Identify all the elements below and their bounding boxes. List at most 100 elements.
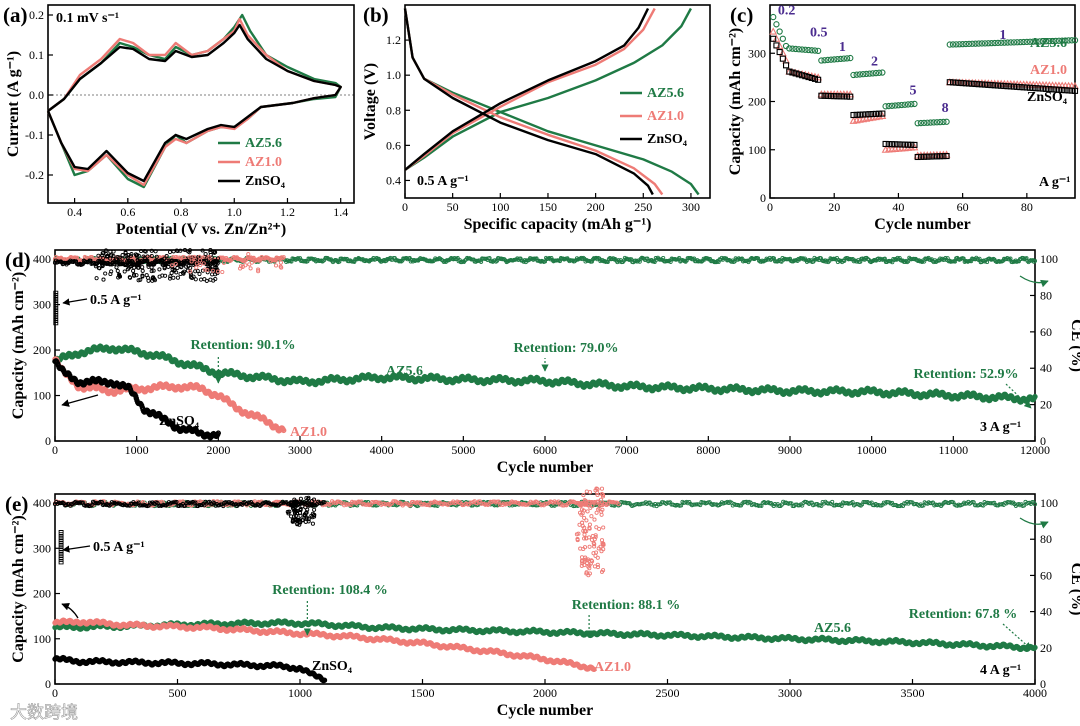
rate-point [1017, 38, 1024, 46]
x-tick-label: 9000 [778, 443, 802, 457]
current-density-label: 3 A g⁻¹ [980, 420, 1021, 435]
rate-point [1071, 37, 1079, 44]
activation-arrow [62, 545, 91, 553]
rate-label: 5 [909, 83, 916, 98]
retention-marker [1005, 383, 1032, 409]
rate-point [895, 141, 902, 148]
rate-point [978, 81, 985, 88]
retention-label: Retention: 52.9% [914, 367, 1019, 382]
capacity-axis-arrow [61, 602, 79, 619]
rate-point [776, 48, 783, 56]
y2-axis-label: CE (%) [1068, 563, 1080, 616]
rate-point [940, 118, 947, 126]
rate-point [775, 41, 784, 50]
rate-point [1039, 38, 1047, 45]
rate-point [795, 71, 802, 78]
gcd-curve [404, 7, 650, 171]
y-tick-label: 0 [760, 191, 766, 205]
y-tick-label: -0.2 [25, 168, 44, 182]
retention-label: Retention: 67.8 % [909, 607, 1018, 622]
rate-point [818, 57, 825, 64]
rate-point [969, 40, 976, 47]
x-tick-label: 40 [892, 200, 904, 214]
x-axis-label: Cycle number [874, 216, 970, 233]
gcd-curve [403, 8, 700, 196]
gcd-curve [404, 7, 656, 171]
rate-point [866, 111, 873, 118]
rate-point [966, 80, 973, 87]
rate-point [898, 101, 905, 109]
rate-point [908, 101, 915, 108]
x-tick-label: 50 [447, 200, 459, 214]
ce-noise-points [285, 495, 317, 527]
rate-point [856, 111, 863, 118]
rate-point [831, 56, 838, 63]
y2-tick-label: 100 [1040, 496, 1058, 510]
x-axis-label: Specific capacity (mAh g⁻¹) [464, 216, 652, 233]
rate-point [769, 27, 778, 35]
rate-point [946, 41, 953, 48]
rate-point [895, 102, 902, 109]
rate-point [1010, 39, 1018, 46]
rate-point [876, 69, 883, 76]
rate-point [1065, 37, 1072, 44]
x-tick-label: 10000 [857, 443, 887, 457]
legend-entry: ZnSO₄ [647, 132, 688, 147]
x-tick-label: 500 [169, 686, 187, 700]
y-tick-label: 0.0 [29, 88, 44, 102]
panel-label: (b) [363, 3, 389, 27]
y-tick-label: -0.1 [25, 128, 44, 142]
x-tick-label: 3000 [778, 686, 802, 700]
rate-point [981, 40, 989, 47]
rate-point [856, 71, 864, 78]
rate-point [942, 150, 951, 158]
x-tick-label: 0.8 [174, 205, 189, 219]
rate-point [1036, 85, 1043, 92]
rate-point [869, 110, 876, 118]
ce-noise-points [93, 248, 221, 283]
rate-point [824, 56, 831, 64]
rate-point [1059, 86, 1066, 94]
znso4-label: ZnSO₄ [312, 659, 353, 674]
y2-tick-label: 20 [1040, 398, 1052, 412]
x-tick-label: 20 [828, 200, 840, 214]
rate-point [1062, 37, 1069, 44]
rate-point [959, 80, 966, 87]
capacity-trend [54, 658, 325, 681]
y-tick-label: 0 [45, 677, 51, 691]
rate-point [773, 42, 780, 49]
capacity-trend [54, 620, 595, 670]
y-tick-label: 300 [748, 46, 766, 60]
x-tick-label: 3500 [901, 686, 925, 700]
capacity-trend [54, 346, 1036, 401]
rate-label: 8 [942, 101, 949, 116]
rate-point [940, 153, 947, 160]
legend-entry: AZ1.0 [245, 155, 282, 170]
rate-point [965, 40, 973, 48]
current-density-label: 0.5 A g⁻¹ [417, 174, 469, 189]
x-tick-label: 80 [1021, 200, 1033, 214]
rate-point [821, 57, 828, 64]
rate-point [1027, 84, 1034, 91]
gcd-curve [404, 7, 692, 171]
rate-point [982, 81, 989, 88]
rate-point [1043, 85, 1050, 92]
y2-tick-label: 40 [1040, 361, 1052, 375]
rate-point [943, 152, 950, 160]
rate-point [1014, 39, 1021, 46]
activation-points [58, 530, 64, 565]
y-tick-label: 400 [33, 496, 51, 510]
rate-point [927, 119, 934, 126]
rate-point [789, 69, 796, 76]
rate-point [888, 141, 896, 148]
rate-point [994, 82, 1001, 89]
rate-point [824, 92, 831, 99]
rate-point [914, 153, 921, 161]
rate-point [1052, 37, 1059, 45]
rate-point [1039, 85, 1046, 92]
az10-label: AZ1.0 [594, 660, 631, 675]
legend-entry: AZ5.6 [647, 86, 684, 101]
rate-point [805, 46, 812, 54]
y-tick-label: 1.0 [386, 68, 401, 82]
rate-point [834, 55, 841, 63]
